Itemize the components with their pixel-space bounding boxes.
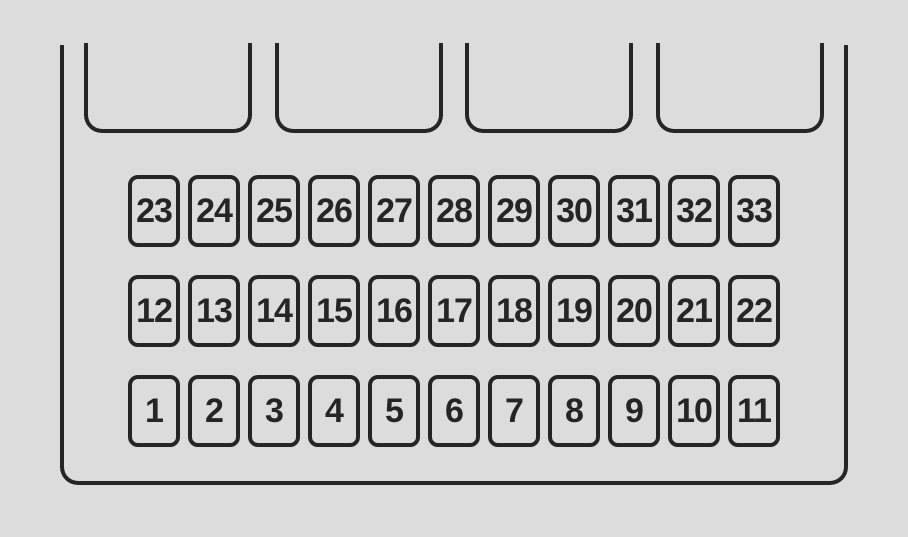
fuse-cell: 13	[188, 275, 240, 347]
fuse-cell: 5	[368, 375, 420, 447]
fuse-cell: 12	[128, 275, 180, 347]
top-slot	[275, 43, 443, 133]
fuse-cell: 22	[728, 275, 780, 347]
fuse-row: 1 2 3 4 5 6 7 8 9 10 11	[128, 375, 780, 447]
fuse-cell: 14	[248, 275, 300, 347]
top-slots-row	[64, 43, 844, 133]
fuse-cell: 19	[548, 275, 600, 347]
fuse-row: 12 13 14 15 16 17 18 19 20 21 22	[128, 275, 780, 347]
fuse-cell: 28	[428, 175, 480, 247]
fuse-cell: 30	[548, 175, 600, 247]
fuse-cell: 3	[248, 375, 300, 447]
fuse-cell: 27	[368, 175, 420, 247]
fuse-cell: 20	[608, 275, 660, 347]
fuse-cell: 31	[608, 175, 660, 247]
fuse-cell: 2	[188, 375, 240, 447]
fuse-cell: 8	[548, 375, 600, 447]
fuse-cell: 6	[428, 375, 480, 447]
fuse-rows-container: 23 24 25 26 27 28 29 30 31 32 33 12 13 1…	[64, 175, 844, 447]
fuse-cell: 24	[188, 175, 240, 247]
fuse-cell: 16	[368, 275, 420, 347]
fuse-cell: 21	[668, 275, 720, 347]
fuse-panel: 23 24 25 26 27 28 29 30 31 32 33 12 13 1…	[60, 45, 848, 485]
fuse-row: 23 24 25 26 27 28 29 30 31 32 33	[128, 175, 780, 247]
fuse-cell: 18	[488, 275, 540, 347]
fuse-cell: 23	[128, 175, 180, 247]
fuse-cell: 33	[728, 175, 780, 247]
fuse-cell: 26	[308, 175, 360, 247]
fuse-cell: 15	[308, 275, 360, 347]
fuse-cell: 11	[728, 375, 780, 447]
fuse-cell: 17	[428, 275, 480, 347]
top-slot	[656, 43, 824, 133]
fuse-cell: 32	[668, 175, 720, 247]
top-slot	[84, 43, 252, 133]
fuse-cell: 1	[128, 375, 180, 447]
fuse-cell: 4	[308, 375, 360, 447]
fuse-cell: 7	[488, 375, 540, 447]
fuse-cell: 25	[248, 175, 300, 247]
top-slot	[465, 43, 633, 133]
fuse-cell: 29	[488, 175, 540, 247]
fuse-cell: 9	[608, 375, 660, 447]
fuse-cell: 10	[668, 375, 720, 447]
